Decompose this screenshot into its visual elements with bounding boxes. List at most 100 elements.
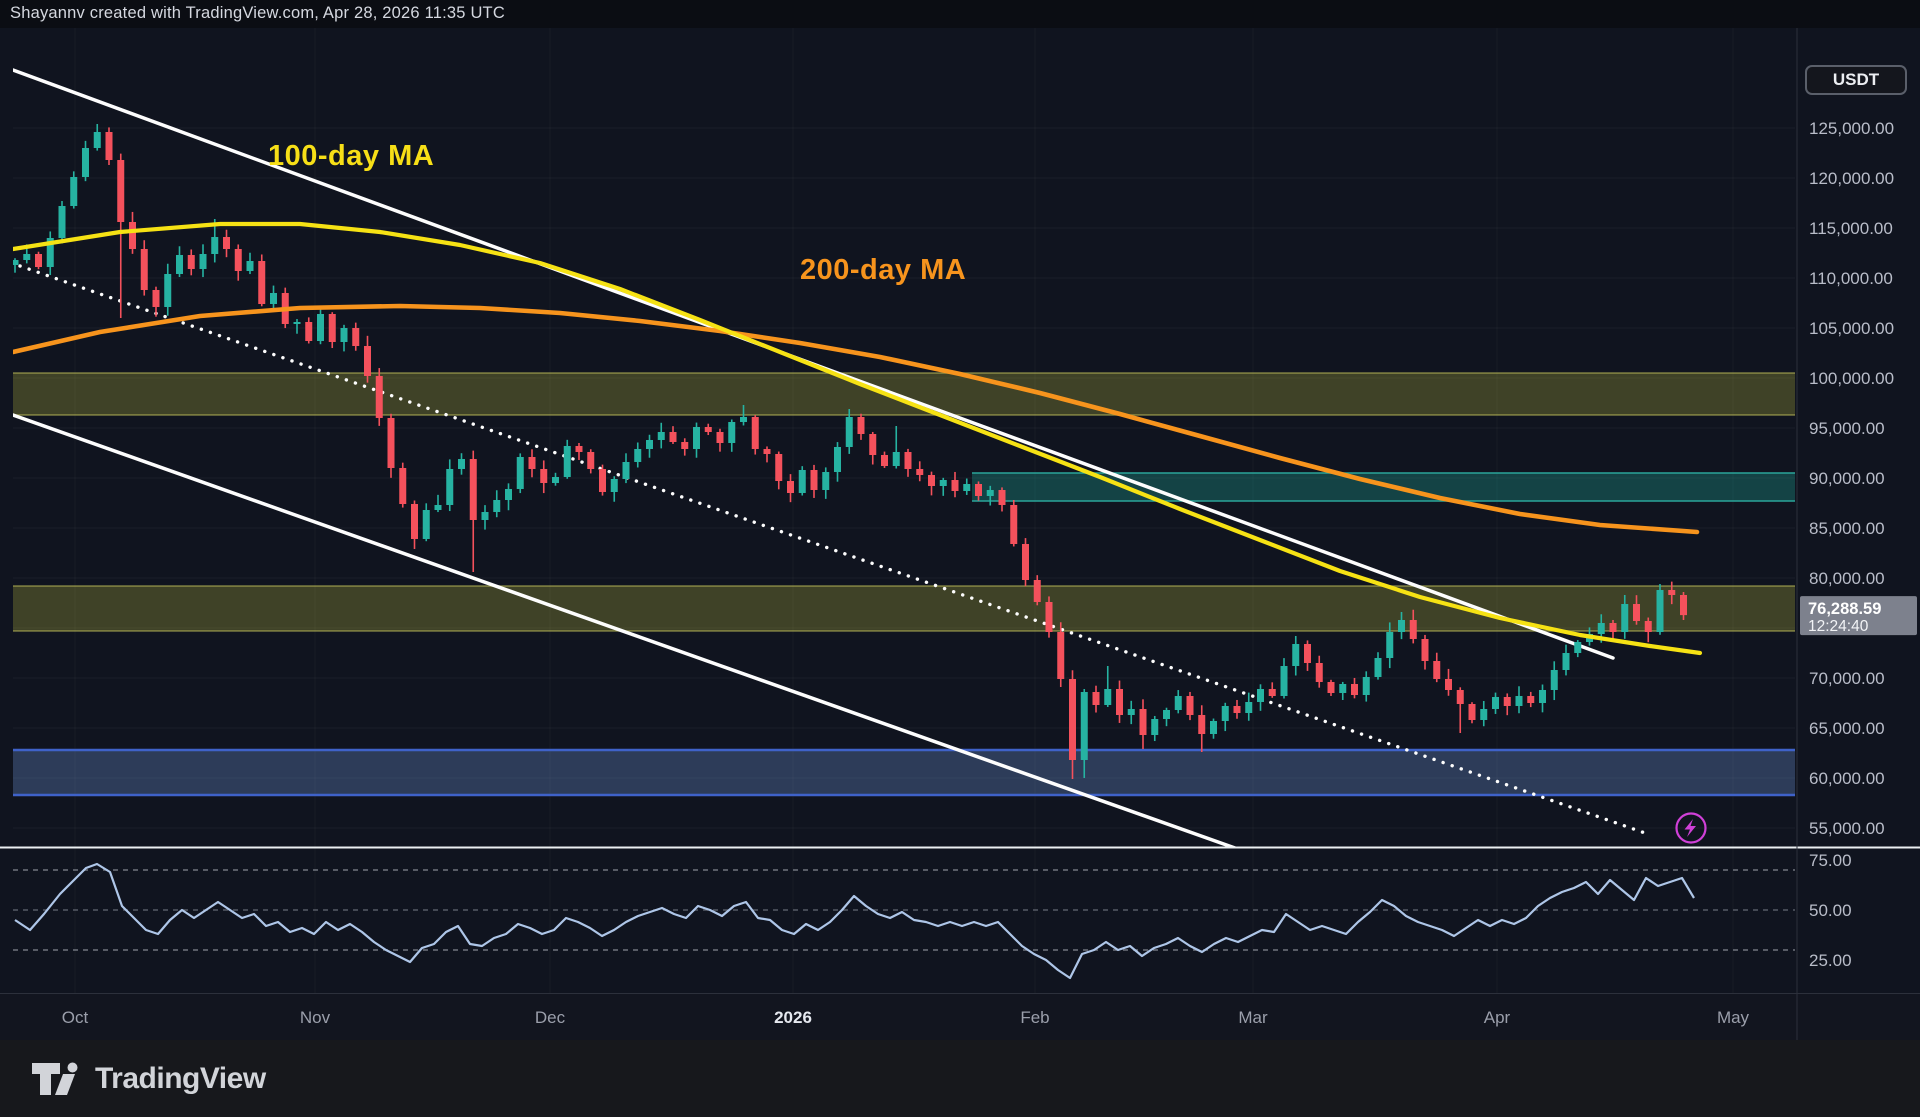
zone-olive xyxy=(13,586,1795,631)
candle-body xyxy=(505,489,512,500)
candle-body xyxy=(1621,604,1629,632)
candle-body xyxy=(82,148,89,177)
candle-body xyxy=(1245,702,1253,713)
time-label-2026: 2026 xyxy=(774,1008,812,1027)
candle-body xyxy=(1597,623,1605,634)
candle-body xyxy=(1057,632,1065,679)
candle-body xyxy=(1198,715,1206,734)
candle-body xyxy=(1139,709,1147,735)
dotted-support-line[interactable] xyxy=(18,264,1647,835)
candle-body xyxy=(13,260,19,265)
candle-body xyxy=(375,376,383,418)
candle-body xyxy=(1445,679,1452,690)
candle-body xyxy=(434,505,442,510)
candle-body xyxy=(1574,642,1582,653)
grid-lines xyxy=(13,127,1795,829)
candle-body xyxy=(857,417,865,434)
candle-body xyxy=(164,274,172,307)
price-tick-label: 110,000.00 xyxy=(1809,269,1893,288)
candle-body xyxy=(1515,696,1523,706)
time-axis[interactable]: Oct Nov Dec 2026 Feb Mar Apr May xyxy=(62,1008,1750,1027)
candle-body xyxy=(681,442,689,449)
price-axis[interactable]: 125,000.00 120,000.00 115,000.00 110,000.00… xyxy=(1796,28,1894,1040)
candle-body xyxy=(928,475,935,486)
descending-channel-lower[interactable] xyxy=(13,413,1237,848)
candle-body xyxy=(211,237,219,254)
candle-body xyxy=(258,261,266,304)
price-tick-label: 85,000.00 xyxy=(1809,519,1885,538)
ma200-line xyxy=(13,303,1700,535)
time-axis-strip[interactable] xyxy=(0,993,1920,1040)
candle-body xyxy=(763,449,771,454)
marker-circle xyxy=(1675,812,1707,844)
candle-body xyxy=(798,470,806,493)
boost-lightning-icon[interactable] xyxy=(1675,812,1707,844)
price-chart-canvas[interactable]: 125,000.00 120,000.00 115,000.00 110,000.00… xyxy=(0,28,1920,1040)
tradingview-logo-icon[interactable] xyxy=(30,1059,82,1099)
candle-body xyxy=(599,469,606,492)
candle-body xyxy=(481,512,489,520)
price-tick-label: 55,000.00 xyxy=(1809,819,1885,838)
price-tick-label: 120,000.00 xyxy=(1809,169,1894,188)
time-label-Nov: Nov xyxy=(300,1008,331,1027)
candle-body xyxy=(1092,692,1100,705)
candle-body xyxy=(223,237,230,249)
candle-body xyxy=(187,255,195,269)
candle-body xyxy=(939,480,947,486)
candle-body xyxy=(1644,621,1652,632)
candle-body xyxy=(1116,689,1123,715)
candle-body xyxy=(834,447,841,472)
candle-body xyxy=(704,427,712,432)
candle-body xyxy=(1151,719,1159,735)
rsi-tick-label: 50.00 xyxy=(1809,901,1852,920)
candle-body xyxy=(1186,696,1194,715)
candle-body xyxy=(540,469,548,483)
candle-body xyxy=(1010,505,1018,544)
rsi-pane[interactable] xyxy=(13,862,1795,980)
candle-body xyxy=(1069,679,1076,760)
time-label-Mar: Mar xyxy=(1238,1008,1268,1027)
attribution-text: Shayannv created with TradingView.com, A… xyxy=(10,4,505,22)
candle-body xyxy=(1362,677,1370,695)
candle-body xyxy=(610,479,618,492)
candle-body xyxy=(751,417,759,449)
candle-body xyxy=(716,432,724,443)
candle-body xyxy=(117,160,125,222)
candle-body xyxy=(986,490,994,496)
candle-body xyxy=(646,440,653,449)
candle-body xyxy=(740,417,747,422)
price-tick-label: 80,000.00 xyxy=(1809,569,1885,588)
candle-body xyxy=(46,238,54,267)
candle-body xyxy=(152,290,160,307)
candle-body xyxy=(552,477,559,483)
candle-body xyxy=(1421,639,1429,661)
candle-body xyxy=(1468,704,1476,720)
candle-body xyxy=(446,469,454,505)
candle-body xyxy=(1315,663,1323,682)
price-tick-label: 90,000.00 xyxy=(1809,469,1885,488)
candle-body xyxy=(1550,670,1558,690)
candle-body xyxy=(1562,653,1570,670)
ma100-line xyxy=(13,221,1703,656)
price-zones xyxy=(13,372,1795,797)
tradingview-logo-text[interactable]: TradingView xyxy=(95,1061,266,1095)
candle-body xyxy=(1163,710,1170,719)
candle-body xyxy=(1221,706,1229,721)
candle-body xyxy=(1339,684,1347,693)
candle-body xyxy=(1233,706,1241,713)
price-tick-label: 105,000.00 xyxy=(1809,319,1894,338)
candle-body xyxy=(622,462,630,479)
candle-body xyxy=(810,470,818,490)
candle-body xyxy=(58,206,66,238)
candle-body xyxy=(904,452,912,469)
candle-body xyxy=(951,480,959,491)
candle-body xyxy=(1656,590,1664,632)
candle-body xyxy=(787,481,794,493)
quote-currency-chip: USDT xyxy=(1805,65,1907,95)
footer-bar: TradingView xyxy=(0,1040,1920,1117)
candle-body xyxy=(387,418,395,468)
ma200-label: 200-day MA xyxy=(800,254,967,286)
candle-body xyxy=(516,457,524,489)
candle-body xyxy=(575,446,583,452)
time-label-Oct: Oct xyxy=(62,1008,89,1027)
